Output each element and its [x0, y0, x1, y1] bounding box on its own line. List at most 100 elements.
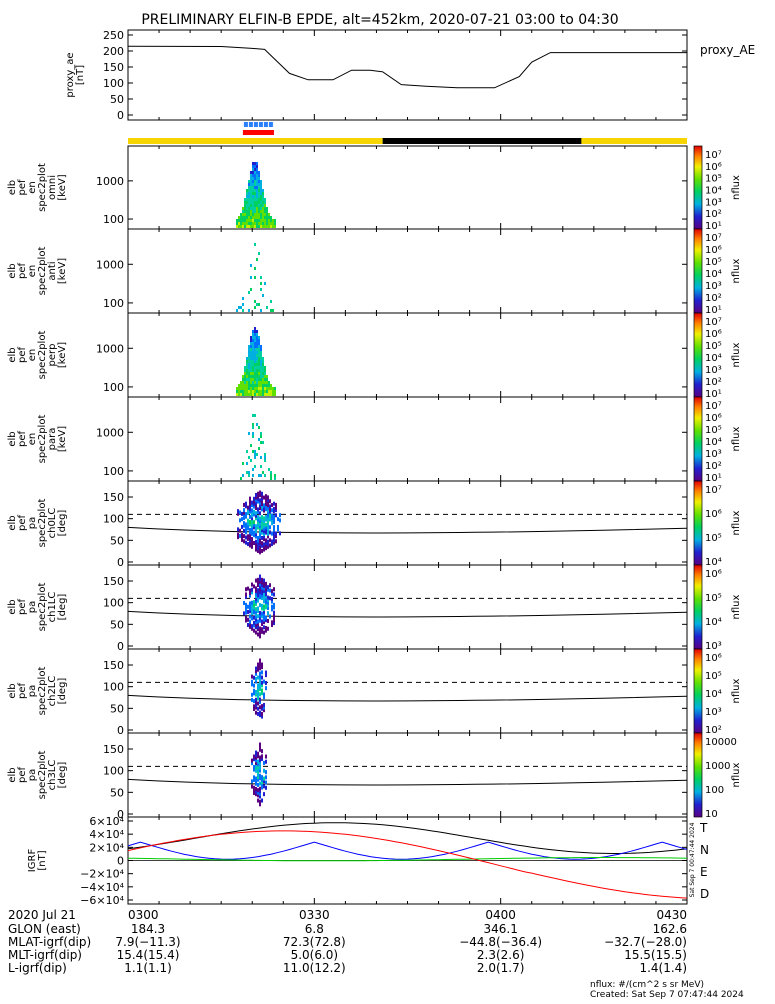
spectrogram-cell: [260, 192, 262, 195]
loss-cone-line: [127, 778, 688, 786]
spectrogram-cell: [248, 198, 250, 201]
spectrogram-cell: [264, 474, 266, 477]
pitch-angle-cell: [257, 696, 259, 701]
pitch-angle-cell: [267, 598, 269, 603]
spectrogram-cell: [254, 357, 256, 360]
pitch-angle-cell: [249, 540, 251, 545]
y-axis-label: [deg]: [57, 762, 68, 789]
pitch-angle-cell: [257, 685, 259, 690]
pitch-angle-cell: [271, 542, 273, 547]
spectrogram-cell: [242, 375, 244, 378]
spectrogram-cell: [260, 348, 262, 351]
spectrogram-cell: [248, 360, 250, 363]
spectrogram-cell: [254, 327, 256, 330]
pitch-angle-cell: [265, 673, 267, 678]
y-axis-label: proxy_ae: [65, 52, 76, 97]
pitch-angle-cell: [237, 527, 239, 532]
pitch-angle-cell: [259, 747, 261, 752]
spectrogram-cell: [258, 363, 260, 366]
spectrogram-cell: [240, 306, 242, 309]
y-axis-label: perp: [47, 344, 58, 367]
spectrogram-cell: [274, 393, 276, 396]
spectrogram-cell: [274, 225, 276, 228]
colorbar-tick-label: 10⁴: [705, 437, 722, 448]
colorbar-label: nflux: [731, 762, 742, 787]
spectrogram-cell: [254, 168, 256, 171]
x-row-value: 1.1(1.1): [124, 961, 172, 975]
colorbar-tick-label: 10⁵: [705, 174, 722, 185]
spectrogram-cell: [248, 222, 250, 225]
pitch-angle-cell: [243, 523, 245, 528]
colorbar-tick-label: 10⁴: [705, 269, 722, 280]
spectrogram-cell: [262, 294, 264, 297]
pitch-angle-cell: [259, 687, 261, 692]
spectrogram-cell: [250, 339, 252, 342]
spectrogram-cell: [248, 213, 250, 216]
spectrogram-cell: [266, 210, 268, 213]
pitch-angle-cell: [265, 501, 267, 506]
igrf-T-line: [127, 822, 688, 854]
pitch-angle-cell: [255, 763, 257, 768]
y-tick-label: 150: [103, 491, 124, 504]
x-row-label: L-igrf(dip): [8, 961, 67, 975]
spectrogram-cell: [248, 204, 250, 207]
pitch-angle-cell: [251, 529, 253, 534]
pitch-angle-cell: [253, 496, 255, 501]
pitch-angle-cell: [265, 496, 267, 501]
pitch-angle-cell: [245, 504, 247, 509]
spectrogram-cell: [266, 219, 268, 222]
spectrogram-cell: [260, 474, 262, 477]
pitch-angle-cell: [261, 756, 263, 761]
pitch-angle-cell: [267, 498, 269, 503]
spectrogram-cell: [264, 207, 266, 210]
spectrogram-cell: [264, 216, 266, 219]
colorbar-tick-label: 10⁵: [705, 671, 722, 682]
pitch-angle-cell: [245, 525, 247, 530]
spectrogram-cell: [252, 183, 254, 186]
colorbar: [693, 312, 703, 398]
spectrogram-cell: [238, 393, 240, 396]
pitch-angle-cell: [265, 546, 267, 551]
y-axis-label: spec2plot: [37, 583, 48, 632]
spectrogram-cell: [272, 390, 274, 393]
spectrogram-cell: [260, 369, 262, 372]
spectrogram-cell: [254, 177, 256, 180]
spectrogram-cell: [262, 390, 264, 393]
pitch-angle-cell: [245, 615, 247, 620]
spectrogram-cell: [260, 288, 262, 291]
pitch-angle-cell: [259, 524, 261, 529]
pitch-angle-cell: [251, 674, 253, 679]
pitch-angle-cell: [259, 763, 261, 768]
pitch-angle-cell: [261, 627, 263, 632]
spectrogram-cell: [270, 309, 272, 312]
spectrogram-cell: [254, 204, 256, 207]
spectrogram-cell: [254, 369, 256, 372]
pitch-angle-cell: [271, 620, 273, 625]
colorbar-tick-label: 100: [705, 785, 724, 796]
pitch-angle-cell: [265, 522, 267, 527]
pitch-angle-cell: [261, 754, 263, 759]
spectrogram-cell: [250, 348, 252, 351]
pitch-angle-cell: [265, 785, 267, 790]
spectrogram-cell: [254, 330, 256, 333]
spectrogram-cell: [252, 360, 254, 363]
pitch-angle-cell: [259, 582, 261, 587]
pitch-angle-cell: [273, 540, 275, 545]
colorbar-label: nflux: [731, 594, 742, 619]
science-zone-bar-gap: [277, 122, 279, 127]
pitch-angle-cell: [261, 588, 263, 593]
pitch-angle-cell: [255, 492, 257, 497]
spectrogram-cell: [252, 348, 254, 351]
pitch-angle-cell: [259, 503, 261, 508]
spectrogram-cell: [256, 192, 258, 195]
pitch-angle-cell: [255, 702, 257, 707]
pitch-angle-cell: [259, 613, 261, 618]
pitch-angle-cell: [251, 542, 253, 547]
spectrogram-cell: [268, 393, 270, 396]
pitch-angle-cell: [255, 792, 257, 797]
pitch-angle-cell: [247, 609, 249, 614]
pitch-angle-cell: [261, 606, 263, 611]
pitch-angle-cell: [251, 600, 253, 605]
spectrogram-cell: [254, 216, 256, 219]
colorbar-tick-label: 10³: [705, 707, 722, 718]
